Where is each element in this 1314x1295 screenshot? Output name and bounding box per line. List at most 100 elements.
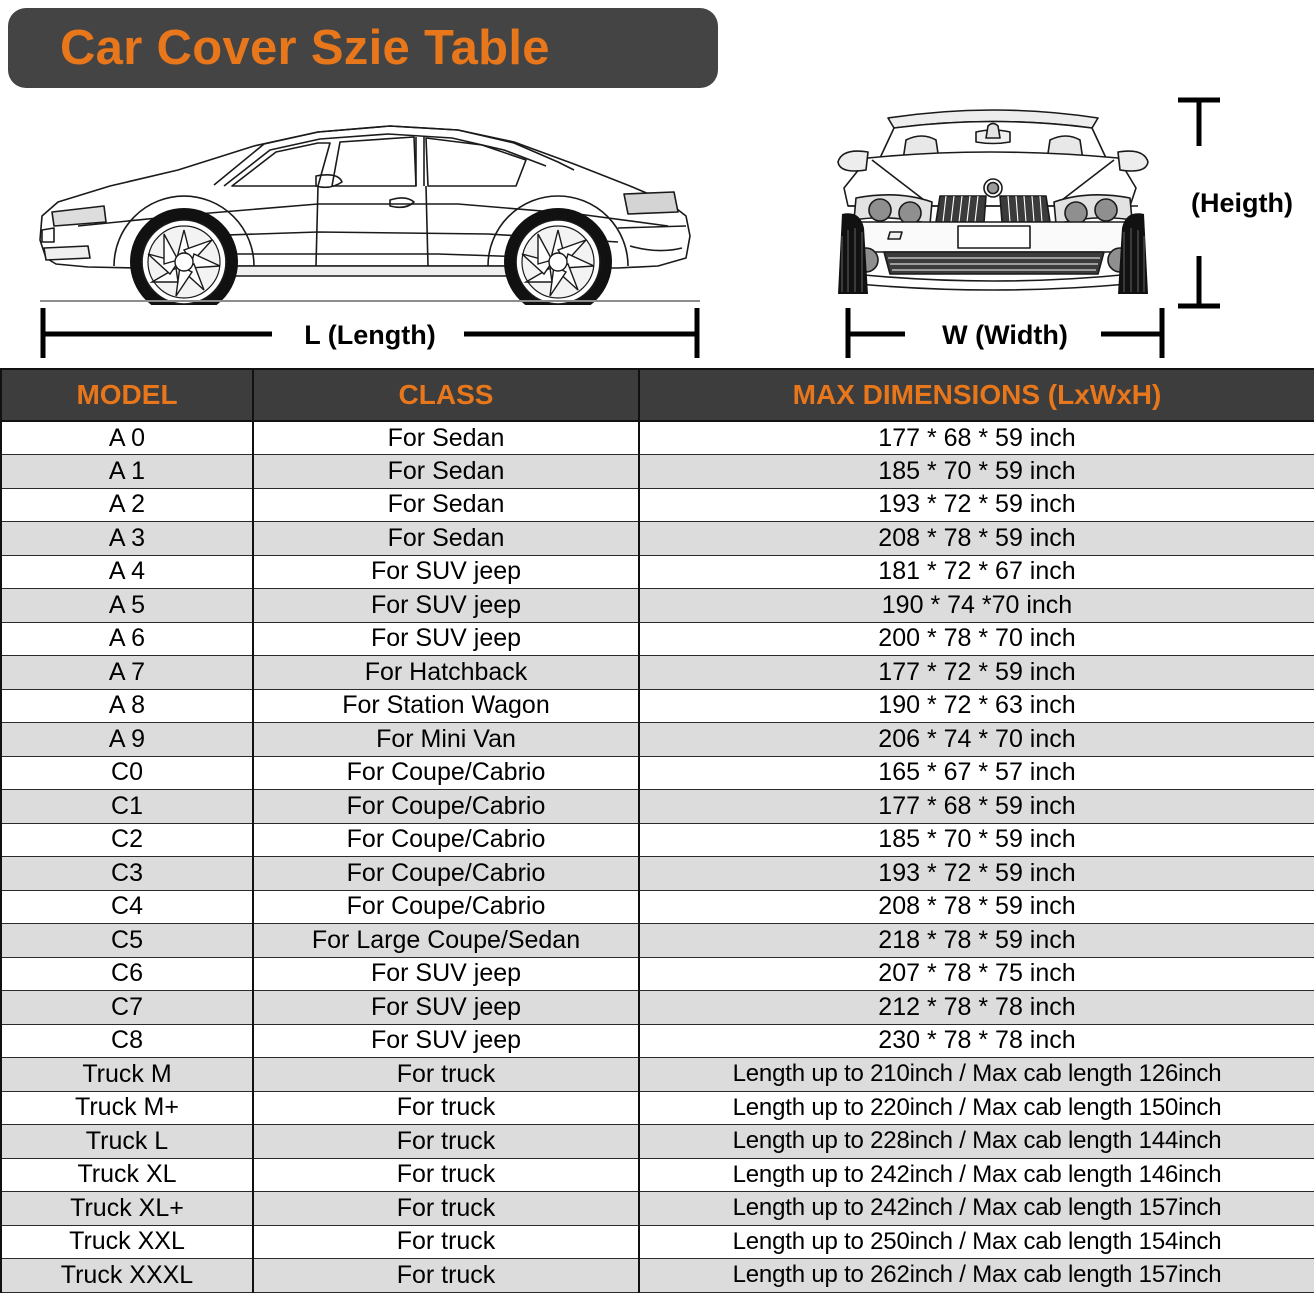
cell-model: C5 <box>0 923 254 958</box>
cell-model: A 8 <box>0 688 254 723</box>
cell-model: A 6 <box>0 621 254 656</box>
cell-class: For Mini Van <box>252 722 640 757</box>
cell-model: Truck XXL <box>0 1224 254 1259</box>
ground-line <box>40 300 700 302</box>
cell-dimensions: 200 * 78 * 70 inch <box>638 621 1314 656</box>
table-row: C6 For SUV jeep 207 * 78 * 75 inch <box>0 956 1314 991</box>
cell-dimensions: Length up to 250inch / Max cab length 15… <box>638 1224 1314 1259</box>
cell-class: For SUV jeep <box>252 956 640 991</box>
cell-model: C1 <box>0 789 254 824</box>
cell-dimensions: 177 * 68 * 59 inch <box>638 789 1314 824</box>
cell-class: For SUV jeep <box>252 621 640 656</box>
table-row: A 0 For Sedan 177 * 68 * 59 inch <box>0 420 1314 455</box>
table-header-row: MODEL CLASS MAX DIMENSIONS (LxWxH) <box>0 368 1314 422</box>
cell-class: For Sedan <box>252 454 640 489</box>
table-row: A 2 For Sedan 193 * 72 * 59 inch <box>0 487 1314 522</box>
size-table: MODEL CLASS MAX DIMENSIONS (LxWxH) A 0 Fo… <box>0 368 1314 1293</box>
cell-model: C2 <box>0 822 254 857</box>
cell-dimensions: 193 * 72 * 59 inch <box>638 856 1314 891</box>
length-arrow-icon <box>40 308 700 358</box>
height-dimension: (Heigth) <box>1168 96 1314 312</box>
cell-model: C3 <box>0 856 254 891</box>
table-row: C2 For Coupe/Cabrio 185 * 70 * 59 inch <box>0 822 1314 857</box>
cell-class: For Sedan <box>252 420 640 455</box>
cell-model: A 4 <box>0 554 254 589</box>
cell-model: Truck M+ <box>0 1090 254 1125</box>
cell-model: C7 <box>0 990 254 1025</box>
vehicle-illustration-area: L (Length) W (Width) <box>0 88 1314 368</box>
cell-dimensions: 185 * 70 * 59 inch <box>638 454 1314 489</box>
cell-class: For Coupe/Cabrio <box>252 789 640 824</box>
cell-model: A 7 <box>0 655 254 690</box>
cell-model: Truck M <box>0 1057 254 1092</box>
table-row: A 3 For Sedan 208 * 78 * 59 inch <box>0 521 1314 556</box>
table-row: A 7 For Hatchback 177 * 72 * 59 inch <box>0 655 1314 690</box>
cell-class: For Hatchback <box>252 655 640 690</box>
cell-dimensions: 177 * 68 * 59 inch <box>638 420 1314 455</box>
cell-class: For Sedan <box>252 487 640 522</box>
table-row: C8 For SUV jeep 230 * 78 * 78 inch <box>0 1023 1314 1058</box>
cell-class: For SUV jeep <box>252 554 640 589</box>
cell-class: For SUV jeep <box>252 588 640 623</box>
table-row: C7 For SUV jeep 212 * 78 * 78 inch <box>0 990 1314 1025</box>
cell-class: For truck <box>252 1224 640 1259</box>
table-row: C5 For Large Coupe/Sedan 218 * 78 * 59 inc… <box>0 923 1314 958</box>
table-row: C0 For Coupe/Cabrio 165 * 67 * 57 inch <box>0 755 1314 790</box>
cell-model: A 2 <box>0 487 254 522</box>
cell-dimensions: 206 * 74 * 70 inch <box>638 722 1314 757</box>
cell-model: C4 <box>0 889 254 924</box>
table-row: C1 For Coupe/Cabrio 177 * 68 * 59 inch <box>0 789 1314 824</box>
cell-class: For truck <box>252 1191 640 1226</box>
cell-dimensions: 208 * 78 * 59 inch <box>638 521 1314 556</box>
cell-model: C8 <box>0 1023 254 1058</box>
cell-class: For Sedan <box>252 521 640 556</box>
cell-dimensions: Length up to 210inch / Max cab length 12… <box>638 1057 1314 1092</box>
front-view-car-icon <box>837 109 1149 294</box>
cell-dimensions: 185 * 70 * 59 inch <box>638 822 1314 857</box>
table-row: C4 For Coupe/Cabrio 208 * 78 * 59 inch <box>0 889 1314 924</box>
height-arrow-icon <box>1178 97 1220 309</box>
cell-dimensions: 190 * 72 * 63 inch <box>638 688 1314 723</box>
table-row: Truck M+ For truck Length up to 220inch / … <box>0 1090 1314 1125</box>
cell-model: Truck XL+ <box>0 1191 254 1226</box>
cell-dimensions: Length up to 220inch / Max cab length 15… <box>638 1090 1314 1125</box>
cell-dimensions: 230 * 78 * 78 inch <box>638 1023 1314 1058</box>
length-dimension: L (Length) <box>40 306 700 362</box>
cell-dimensions: 177 * 72 * 59 inch <box>638 655 1314 690</box>
cell-dimensions: 218 * 78 * 59 inch <box>638 923 1314 958</box>
table-row: A 5 For SUV jeep 190 * 74 *70 inch <box>0 588 1314 623</box>
width-dimension: W (Width) <box>845 306 1165 362</box>
table-row: A 9 For Mini Van 206 * 74 * 70 inch <box>0 722 1314 757</box>
table-row: Truck L For truck Length up to 228inch / M… <box>0 1124 1314 1159</box>
title-banner: Car Cover Szie Table <box>8 8 718 88</box>
cell-dimensions: 165 * 67 * 57 inch <box>638 755 1314 790</box>
cell-class: For truck <box>252 1090 640 1125</box>
width-label: W (Width) <box>942 320 1068 350</box>
column-header-dimensions: MAX DIMENSIONS (LxWxH) <box>638 368 1314 422</box>
cell-model: A 9 <box>0 722 254 757</box>
cell-class: For truck <box>252 1258 640 1293</box>
cell-class: For Coupe/Cabrio <box>252 822 640 857</box>
cell-dimensions: 207 * 78 * 75 inch <box>638 956 1314 991</box>
table-row: Truck XXL For truck Length up to 250inch /… <box>0 1224 1314 1259</box>
table-body: A 0 For Sedan 177 * 68 * 59 inch A 1 For Sed… <box>0 420 1314 1293</box>
table-row: Truck XL+ For truck Length up to 242inch /… <box>0 1191 1314 1226</box>
height-label: (Heigth) <box>1191 188 1293 218</box>
cell-dimensions: 208 * 78 * 59 inch <box>638 889 1314 924</box>
cell-dimensions: Length up to 262inch / Max cab length 15… <box>638 1258 1314 1293</box>
cell-class: For Coupe/Cabrio <box>252 755 640 790</box>
cell-model: Truck XL <box>0 1157 254 1192</box>
cell-model: A 5 <box>0 588 254 623</box>
table-row: C3 For Coupe/Cabrio 193 * 72 * 59 inch <box>0 856 1314 891</box>
side-view-car-icon <box>39 125 691 305</box>
cell-dimensions: Length up to 228inch / Max cab length 14… <box>638 1124 1314 1159</box>
cell-model: C0 <box>0 755 254 790</box>
left-tyre-icon <box>838 213 868 294</box>
cell-model: C6 <box>0 956 254 991</box>
cell-model: Truck L <box>0 1124 254 1159</box>
cell-class: For Station Wagon <box>252 688 640 723</box>
right-tyre-icon <box>1118 213 1148 294</box>
cell-class: For SUV jeep <box>252 1023 640 1058</box>
table-row: A 1 For Sedan 185 * 70 * 59 inch <box>0 454 1314 489</box>
